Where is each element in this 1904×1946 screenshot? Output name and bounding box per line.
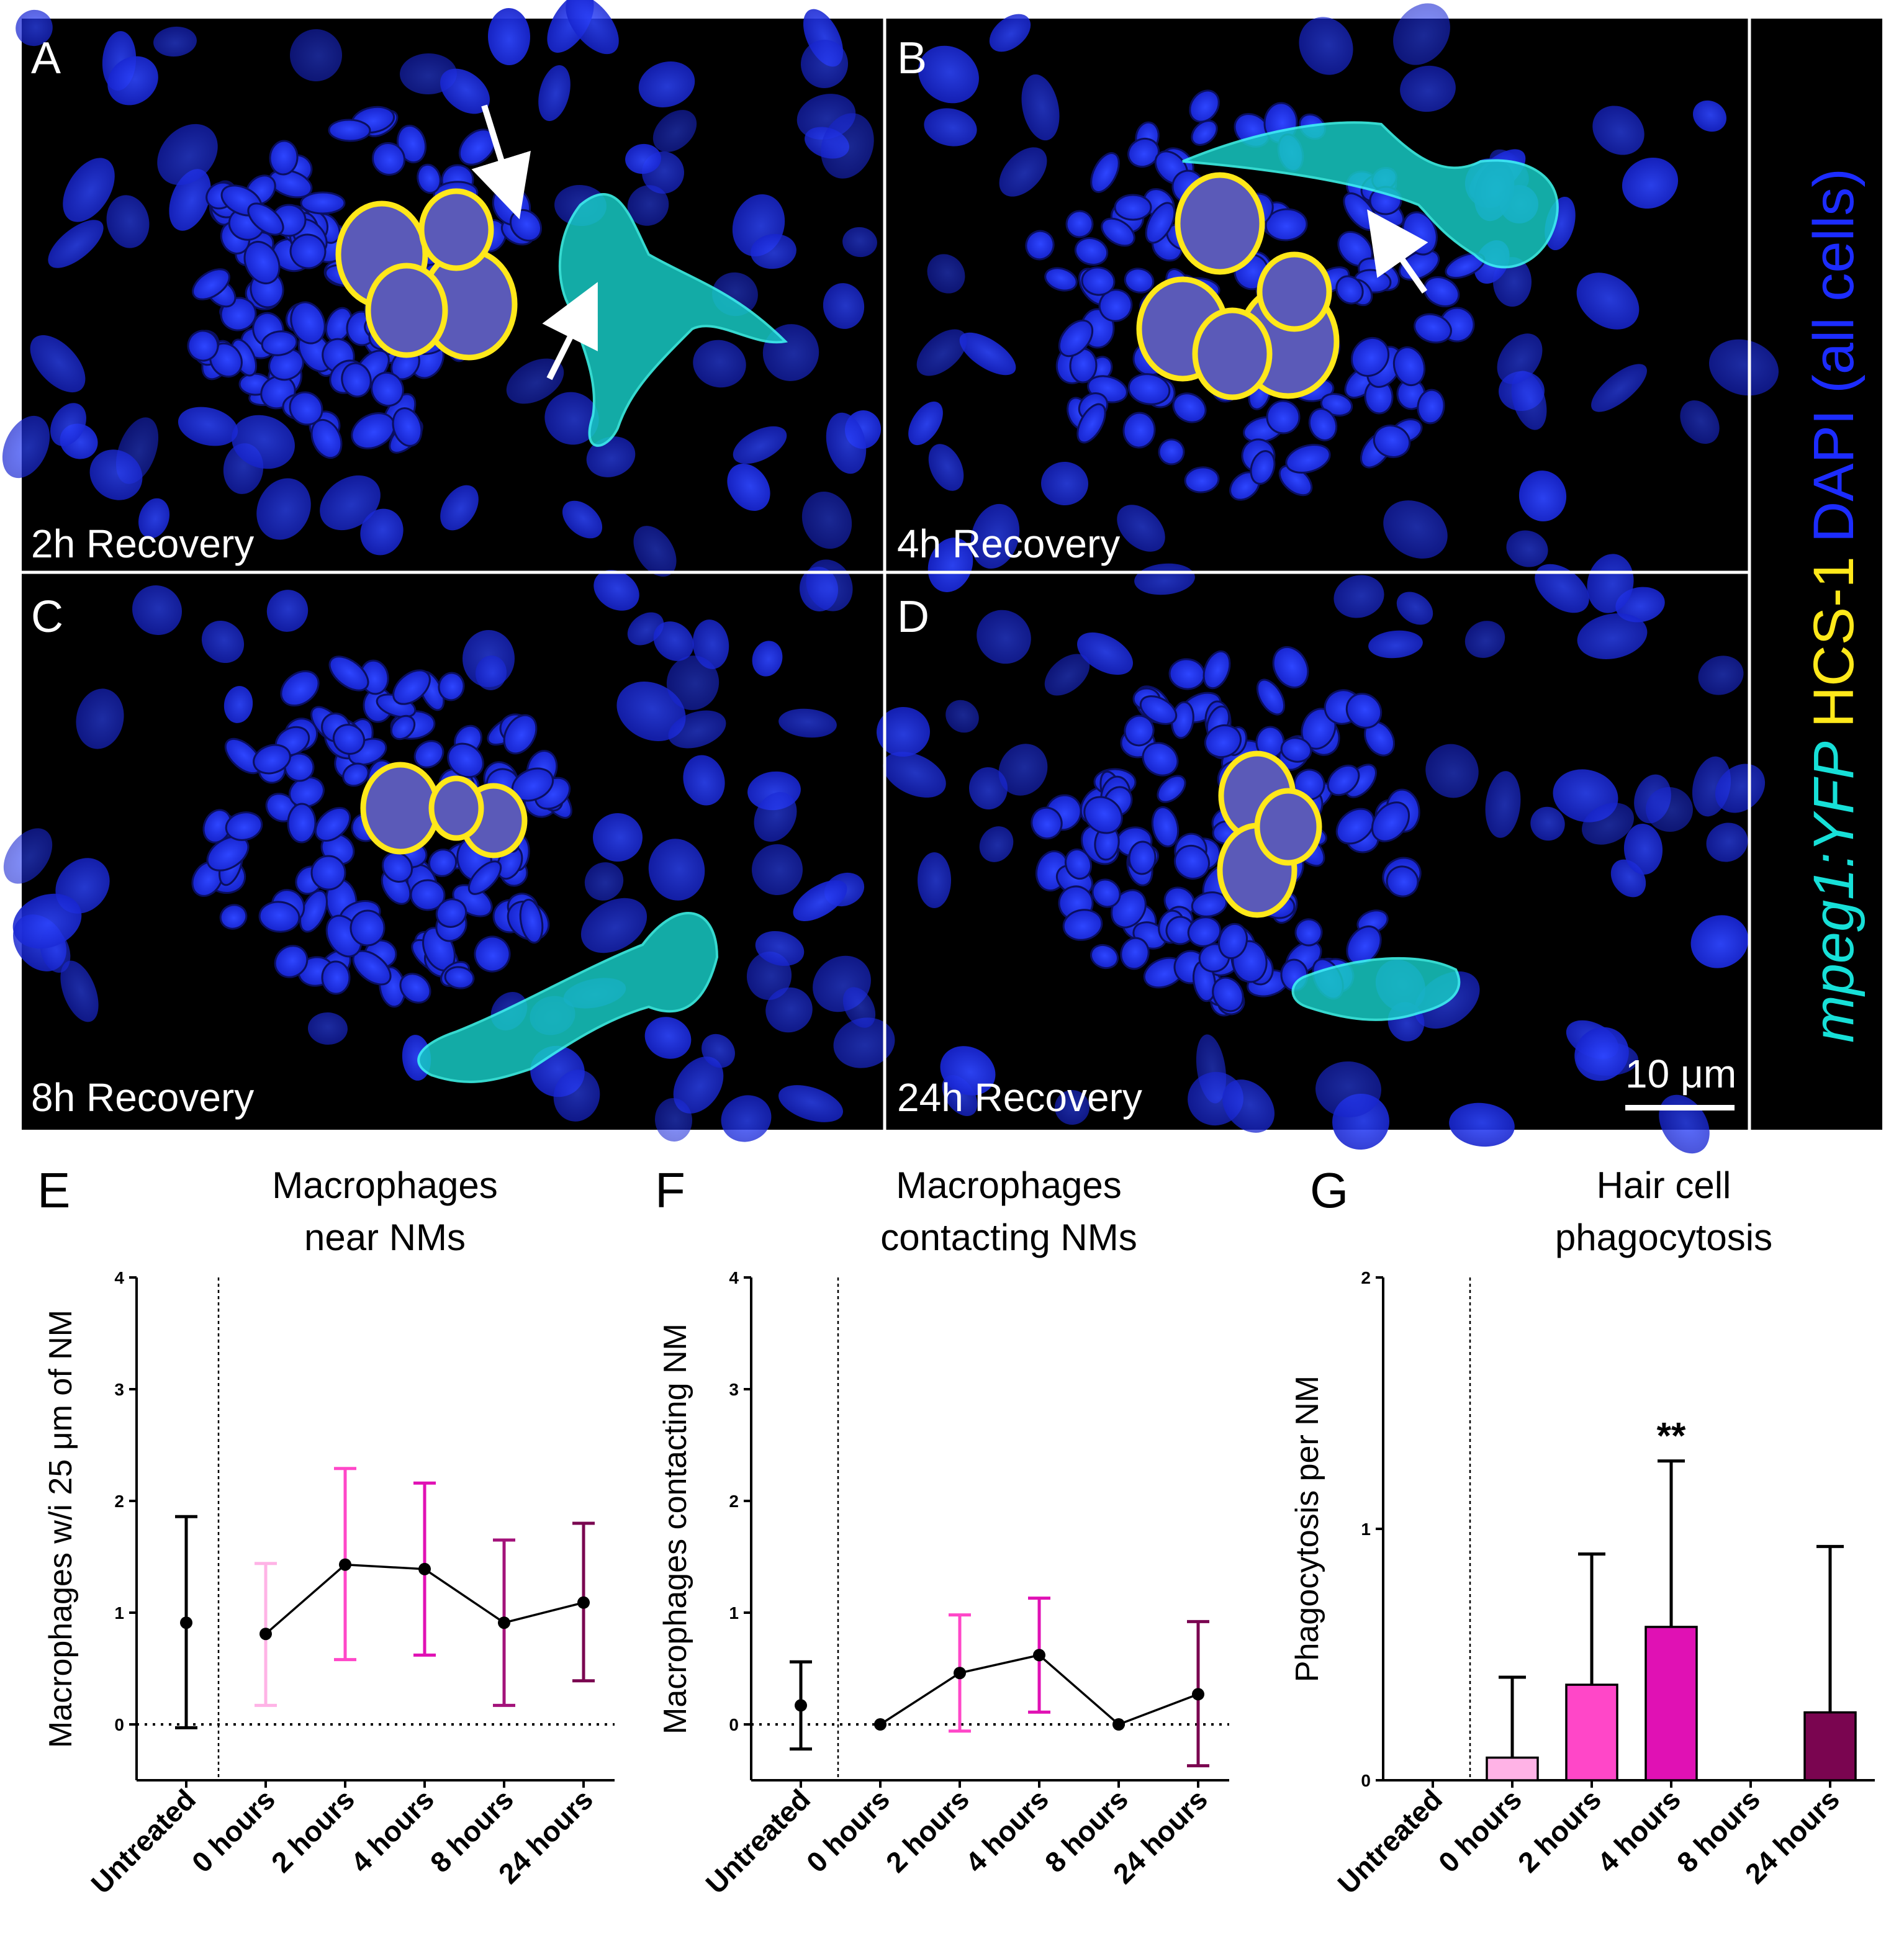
scale-bar xyxy=(1625,1105,1735,1110)
x-tick-label: Untreated xyxy=(1331,1783,1448,1900)
panel-caption-b: 4h Recovery xyxy=(897,521,1120,566)
data-point xyxy=(498,1616,510,1629)
x-tick-label: 0 hours xyxy=(1432,1783,1528,1878)
x-tick-label: 4 hours xyxy=(345,1783,440,1878)
bar xyxy=(1803,1711,1857,1782)
panel-letter-a: A xyxy=(31,34,61,83)
data-point xyxy=(180,1616,192,1629)
y-tick-label: 2 xyxy=(729,1492,739,1511)
macrophage-b xyxy=(1182,121,1559,269)
x-tick-label: 4 hours xyxy=(1591,1783,1687,1878)
y-axis-label: Macrophages contacting NM xyxy=(657,1323,693,1734)
panel-letter-b: B xyxy=(897,34,927,83)
legend-mpeg1-yfp: mpeg1:YFP xyxy=(1802,741,1866,1043)
x-tick-label: Untreated xyxy=(84,1783,202,1900)
micrograph-panel-c xyxy=(3,559,895,1142)
micrograph-panel-a xyxy=(2,0,882,577)
y-tick-label: 2 xyxy=(1361,1268,1371,1287)
dapi-nuclei-d xyxy=(877,554,1766,1154)
error-bar xyxy=(1499,1675,1526,1758)
bar xyxy=(1486,1756,1539,1782)
macrophage-d xyxy=(1291,957,1461,1021)
chart-title-line-1: Hair cell xyxy=(1597,1164,1731,1206)
x-tick-label: 2 hours xyxy=(1512,1783,1607,1878)
hair-cells-c xyxy=(360,762,528,858)
y-axis-label: Macrophages w/i 25 μm of NM xyxy=(43,1310,79,1748)
x-tick-label: Untreated xyxy=(699,1783,816,1900)
y-tick-label: 1 xyxy=(114,1603,124,1623)
y-tick-label: 4 xyxy=(114,1268,124,1287)
channel-legend: mpeg1:YFP HCS-1 DAPI (all cells) xyxy=(1802,168,1866,1043)
data-point xyxy=(577,1596,590,1609)
y-tick-label: 0 xyxy=(729,1715,739,1734)
y-tick-label: 1 xyxy=(729,1603,739,1623)
y-tick-label: 3 xyxy=(729,1380,739,1399)
data-point xyxy=(1192,1688,1204,1701)
chart-hair-cell-phagocytosis: G Hair cell phagocytosis Phagocytosis per N… xyxy=(1289,1163,1875,1900)
bar xyxy=(1645,1626,1698,1782)
data-point xyxy=(1112,1718,1125,1731)
chart-title-line-1: Macrophages xyxy=(896,1164,1122,1206)
chart-macrophages-near-nms: E Macrophages near NMs Macrophages w/i 25 μ… xyxy=(37,1163,615,1900)
x-tick-label: 4 hours xyxy=(959,1783,1055,1878)
x-tick-label: 0 hours xyxy=(186,1783,281,1878)
chart-letter-e: E xyxy=(37,1163,70,1218)
data-point xyxy=(874,1718,887,1731)
data-point xyxy=(339,1558,351,1571)
error-bar xyxy=(1816,1544,1844,1713)
x-tick-label: 2 hours xyxy=(880,1783,975,1878)
x-tick-label: 0 hours xyxy=(800,1783,896,1878)
data-point xyxy=(954,1667,966,1680)
chart-macrophages-contacting-nms: F Macrophages contacting NMs Macrophages co… xyxy=(655,1163,1229,1900)
micrograph-panel-b xyxy=(908,3,1779,592)
scale-bar-label: 10 μm xyxy=(1625,1052,1736,1096)
chart-title-line-2: phagocytosis xyxy=(1555,1217,1772,1258)
significance-marker: ** xyxy=(1657,1415,1686,1457)
error-bar xyxy=(1578,1552,1605,1685)
y-tick-label: 0 xyxy=(1361,1771,1371,1790)
panel-caption-c: 8h Recovery xyxy=(31,1075,254,1120)
y-tick-label: 3 xyxy=(114,1380,124,1399)
x-tick-label: 2 hours xyxy=(265,1783,361,1878)
panel-letter-d: D xyxy=(897,592,929,642)
data-point xyxy=(418,1562,431,1575)
panel-caption-a: 2h Recovery xyxy=(31,521,254,566)
bar xyxy=(1565,1683,1618,1782)
y-tick-label: 1 xyxy=(1361,1520,1371,1539)
chart-title-line-2: near NMs xyxy=(304,1217,466,1258)
chart-title-line-1: Macrophages xyxy=(272,1164,498,1206)
macrophage-c xyxy=(417,912,719,1083)
hair-cells-b xyxy=(1136,172,1340,400)
data-point xyxy=(1033,1649,1045,1662)
panel-caption-d: 24h Recovery xyxy=(897,1075,1142,1120)
panel-letter-c: C xyxy=(31,592,63,642)
arrow-a-2 xyxy=(542,282,598,381)
legend-dapi: DAPI (all cells) xyxy=(1802,168,1866,543)
arrow-a-1 xyxy=(471,104,531,220)
y-tick-label: 2 xyxy=(114,1492,124,1511)
data-point xyxy=(259,1628,272,1641)
data-point xyxy=(795,1699,807,1712)
y-axis-label: Phagocytosis per NM xyxy=(1289,1376,1325,1682)
y-tick-label: 0 xyxy=(114,1715,124,1734)
error-bar xyxy=(1658,1459,1685,1627)
arrow-b-1 xyxy=(1367,209,1428,294)
hair-cells-d xyxy=(1217,750,1322,918)
micrograph-panel-d xyxy=(877,554,1766,1154)
chart-letter-f: F xyxy=(655,1163,685,1218)
chart-letter-g: G xyxy=(1310,1163,1348,1218)
chart-title-line-2: contacting NMs xyxy=(880,1217,1137,1258)
legend-hcs1: HCS-1 xyxy=(1802,556,1866,727)
y-tick-label: 4 xyxy=(729,1268,739,1287)
